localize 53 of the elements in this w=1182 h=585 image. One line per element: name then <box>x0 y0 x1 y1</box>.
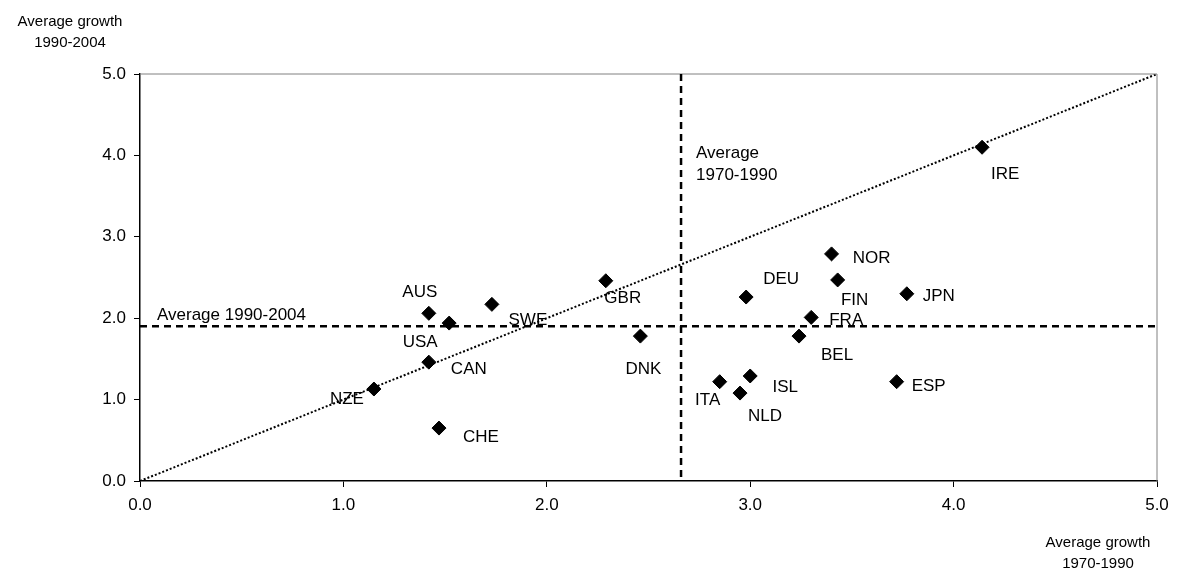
x-tick-label: 4.0 <box>941 494 966 514</box>
annotation: DEU <box>763 268 800 288</box>
annotation: FIN <box>840 289 869 309</box>
annotation: SWE <box>508 310 548 330</box>
point <box>732 385 748 401</box>
annotation: BEL <box>820 344 854 364</box>
point <box>738 289 754 305</box>
annotation: FRA <box>829 310 864 330</box>
x-tick-label: 0.0 <box>128 494 152 514</box>
x-tick-label: 1.0 <box>331 494 356 514</box>
x-tick-label: 3.0 <box>738 494 763 514</box>
ref-line-label: Average 1990-2004 <box>157 304 307 324</box>
annotation: NLD <box>748 405 783 425</box>
y-tick-label: 0.0 <box>102 470 126 490</box>
point <box>598 273 614 289</box>
annotation: ITA <box>695 390 721 410</box>
annotation: USA <box>402 331 439 351</box>
point <box>632 328 648 344</box>
point <box>830 272 846 288</box>
annotation: AUS <box>402 282 438 301</box>
y-tick-label: 3.0 <box>102 226 126 246</box>
y-tick-label: 1.0 <box>102 389 126 409</box>
y-tick-label: 5.0 <box>102 63 126 83</box>
annotation: ISL <box>772 376 798 396</box>
annotation: DNK <box>625 358 662 378</box>
annotation: ESP <box>911 376 946 396</box>
point <box>889 374 905 390</box>
annotation: GBR <box>604 288 642 308</box>
x-tick-label: 2.0 <box>534 494 559 514</box>
point <box>899 286 915 302</box>
point <box>824 246 840 262</box>
y-tick-label: 2.0 <box>102 307 126 327</box>
annotation: JPN <box>922 286 955 306</box>
y-axis-title: Average growth 1990-2004 <box>17 12 123 51</box>
point <box>421 305 437 321</box>
point <box>974 139 990 155</box>
x-axis-title: Average growth 1970-1990 <box>1045 533 1151 572</box>
annotation: CAN <box>450 358 487 378</box>
x-tick-label: 5.0 <box>1145 494 1169 514</box>
point <box>712 374 728 390</box>
y-tick-label: 4.0 <box>102 145 126 165</box>
point <box>441 315 457 331</box>
annotation: NOR <box>852 247 891 267</box>
point <box>366 381 382 397</box>
point <box>742 368 758 384</box>
point <box>791 328 807 344</box>
ref-line-label: Average 1970-1990 <box>696 142 778 184</box>
annotation: CHE <box>463 426 499 446</box>
annotation: IRE <box>990 163 1020 183</box>
point <box>484 296 500 312</box>
point <box>803 309 819 325</box>
point <box>431 420 447 436</box>
point <box>421 354 437 370</box>
